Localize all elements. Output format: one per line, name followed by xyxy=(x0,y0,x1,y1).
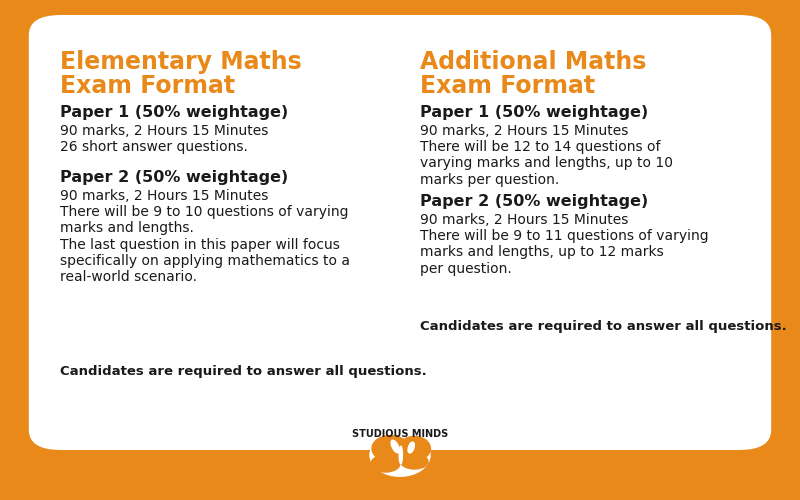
Text: Exam Format: Exam Format xyxy=(420,74,595,98)
Ellipse shape xyxy=(408,442,414,453)
Text: Paper 2 (50% weightage): Paper 2 (50% weightage) xyxy=(420,194,648,209)
Text: 90 marks, 2 Hours 15 Minutes
26 short answer questions.: 90 marks, 2 Hours 15 Minutes 26 short an… xyxy=(60,124,268,154)
Text: Paper 2 (50% weightage): Paper 2 (50% weightage) xyxy=(60,170,288,185)
Ellipse shape xyxy=(401,454,428,469)
Text: Exam Format: Exam Format xyxy=(60,74,235,98)
Ellipse shape xyxy=(372,436,409,462)
Ellipse shape xyxy=(398,436,430,460)
Text: Paper 1 (50% weightage): Paper 1 (50% weightage) xyxy=(420,105,648,120)
Ellipse shape xyxy=(370,434,430,476)
Text: 90 marks, 2 Hours 15 Minutes
There will be 9 to 10 questions of varying
marks an: 90 marks, 2 Hours 15 Minutes There will … xyxy=(60,189,350,284)
Ellipse shape xyxy=(399,446,402,464)
Text: Paper 1 (50% weightage): Paper 1 (50% weightage) xyxy=(60,105,288,120)
Text: STUDIOUS MINDS: STUDIOUS MINDS xyxy=(352,429,448,439)
Text: 90 marks, 2 Hours 15 Minutes
There will be 9 to 11 questions of varying
marks an: 90 marks, 2 Hours 15 Minutes There will … xyxy=(420,213,709,276)
Ellipse shape xyxy=(393,448,410,462)
Text: 90 marks, 2 Hours 15 Minutes
There will be 12 to 14 questions of
varying marks a: 90 marks, 2 Hours 15 Minutes There will … xyxy=(420,124,673,186)
Text: Candidates are required to answer all questions.: Candidates are required to answer all qu… xyxy=(420,320,786,333)
Ellipse shape xyxy=(391,440,399,453)
Text: Additional Maths: Additional Maths xyxy=(420,50,646,74)
Ellipse shape xyxy=(371,455,400,472)
FancyBboxPatch shape xyxy=(29,15,771,450)
Text: Elementary Maths: Elementary Maths xyxy=(60,50,302,74)
Text: Candidates are required to answer all questions.: Candidates are required to answer all qu… xyxy=(60,365,426,378)
